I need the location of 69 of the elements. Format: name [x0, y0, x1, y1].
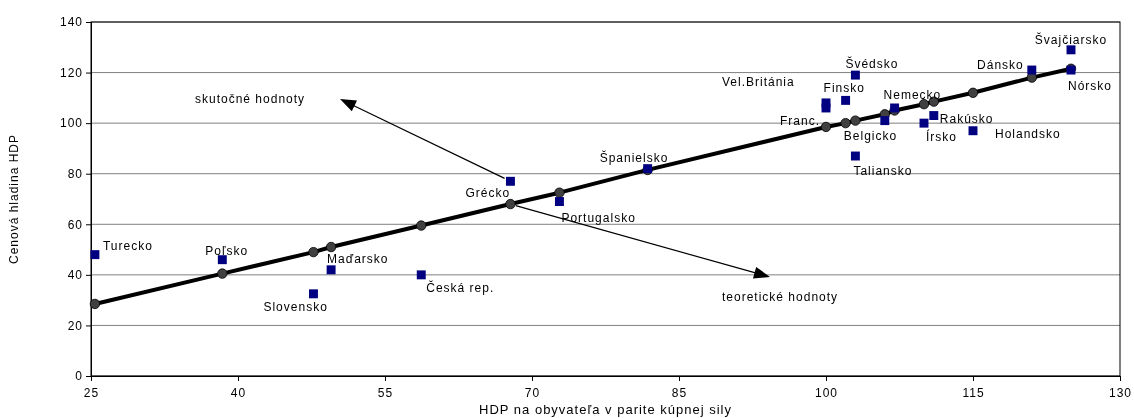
annotation: Nemecko: [883, 88, 942, 103]
point: [505, 176, 515, 186]
y-axis-title: Cenová hladina HDP: [7, 133, 21, 265]
annotation: Maďarsko: [327, 251, 389, 266]
x-axis-title: HDP na obyvateľa v parite kúpnej sily: [479, 402, 732, 417]
point: [326, 265, 336, 275]
y-tick-label: 60: [67, 217, 83, 232]
annotation: Vel.Británia: [722, 75, 795, 90]
y-tick-label: 100: [59, 116, 83, 131]
annotation: teoretické hodnoty: [722, 290, 839, 305]
point: [918, 99, 930, 110]
y-tick-label: 120: [59, 65, 83, 80]
point: [90, 250, 100, 260]
y-tick-label: 20: [67, 318, 83, 333]
annotation: Turecko: [102, 238, 153, 253]
point: [217, 268, 228, 279]
point: [325, 241, 337, 253]
annotation: Belgicko: [843, 128, 898, 143]
x-tick-label: 25: [83, 386, 100, 401]
annotation: Nórsko: [1068, 79, 1113, 94]
annotation: Taliansko: [853, 164, 913, 179]
x-tick-label: 40: [230, 386, 247, 401]
point: [821, 103, 831, 113]
point: [850, 70, 860, 80]
point: [967, 87, 979, 98]
x-tick-label: 55: [377, 386, 394, 401]
point: [1027, 65, 1037, 75]
x-tick-label: 130: [1108, 386, 1133, 401]
annotation: Portugalsko: [561, 210, 636, 225]
annotation: Holandsko: [995, 126, 1061, 141]
annotation: Česká rep.: [426, 280, 495, 296]
point: [554, 197, 564, 206]
x-tick-label: 70: [524, 386, 541, 401]
point: [850, 151, 860, 161]
x-tick-label: 100: [814, 386, 839, 401]
annotation: Slovensko: [263, 299, 328, 314]
annotation: Finsko: [823, 80, 865, 95]
point: [554, 187, 565, 198]
point: [820, 121, 832, 133]
point: [919, 118, 929, 128]
annotation: Írsko: [926, 129, 958, 145]
point: [968, 126, 978, 136]
annotation: Švédsko: [845, 56, 899, 72]
y-tick-label: 40: [67, 268, 83, 283]
annotation: Švajčiarsko: [1034, 31, 1108, 47]
point: [929, 111, 939, 121]
point: [840, 118, 851, 129]
annotation: Poľsko: [205, 243, 249, 258]
x-tick-label: 115: [962, 386, 985, 401]
annotation: Grécko: [465, 186, 511, 201]
y-tick-label: 140: [59, 15, 83, 30]
point: [308, 246, 319, 258]
annotation: Dánsko: [977, 58, 1024, 73]
point: [416, 270, 426, 280]
point: [841, 95, 851, 105]
annotation: skutočné hodnoty: [195, 92, 306, 107]
point: [89, 298, 101, 310]
point: [308, 289, 318, 299]
annotation: Rakúsko: [939, 111, 994, 126]
point: [880, 116, 890, 126]
point: [217, 255, 227, 265]
x-tick-label: 85: [671, 386, 688, 401]
y-tick-label: 80: [67, 167, 83, 182]
annotation: Franc.: [779, 114, 820, 129]
point: [850, 115, 861, 126]
point: [416, 220, 427, 231]
point: [505, 198, 516, 210]
annotation: Španielsko: [599, 149, 669, 165]
y-tick-label: 0: [75, 369, 83, 384]
